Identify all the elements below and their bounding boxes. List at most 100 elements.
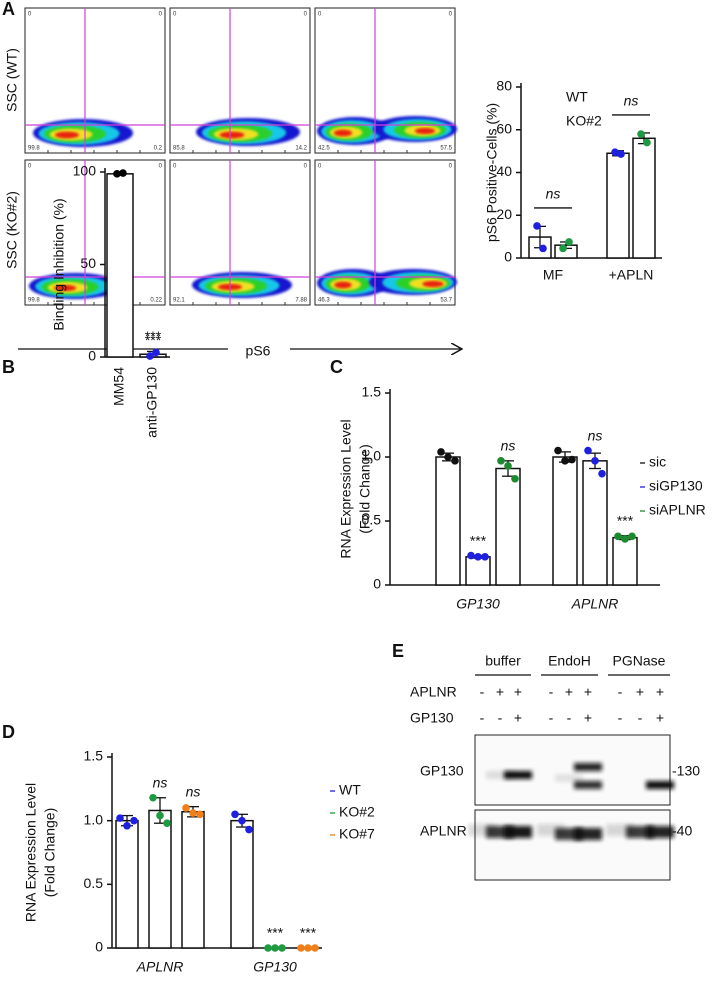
- annotation: ns: [588, 427, 603, 443]
- data-point: [628, 532, 636, 541]
- data-point: [113, 170, 121, 178]
- data-point: [123, 821, 131, 830]
- band: [555, 774, 583, 782]
- annotation: ns: [186, 783, 201, 799]
- data-point: [271, 944, 279, 952]
- annotation: ns: [624, 93, 639, 109]
- treatment-sign: +: [496, 684, 504, 700]
- bar: [181, 811, 205, 949]
- panel-label: D: [2, 722, 15, 742]
- y-tick-label: 40: [496, 163, 512, 179]
- density: [55, 131, 79, 139]
- annotation: ***: [267, 925, 284, 941]
- y-tick-label: 1.0: [362, 448, 382, 464]
- data-point: [598, 469, 606, 478]
- quadrant-value: 0: [28, 164, 32, 170]
- panel-label: A: [2, 0, 15, 19]
- data-point: [533, 222, 541, 230]
- blot-label: GP130: [420, 763, 464, 779]
- data-point: [146, 352, 154, 360]
- y-tick-label: 0: [373, 576, 381, 592]
- data-point: [149, 793, 157, 802]
- data-point: [437, 448, 445, 456]
- band: [646, 781, 674, 789]
- size-marker: -40: [672, 823, 692, 839]
- data-point: [617, 150, 625, 158]
- legend-label: WT: [339, 782, 361, 798]
- band: [504, 771, 532, 779]
- treatment-label: APLNR: [410, 684, 457, 700]
- treatment-sign: -: [480, 710, 485, 726]
- y-tick-label: 1.5: [84, 748, 104, 764]
- data-point: [539, 244, 547, 253]
- treatment-sign: +: [636, 684, 644, 700]
- bar: [612, 536, 638, 586]
- y-tick-label: 100: [73, 163, 97, 179]
- quadrant-value: 0: [28, 12, 32, 18]
- x-tick-label: GP130: [456, 596, 500, 612]
- data-point: [643, 138, 651, 147]
- treatment-sign: +: [656, 684, 664, 700]
- blot-frame: [474, 734, 671, 806]
- size-marker: -130: [672, 763, 700, 779]
- lane-group: EndoH: [548, 653, 591, 669]
- y-axis-label: (Fold Change): [42, 808, 58, 898]
- data-point: [481, 553, 489, 561]
- blot-frame: [474, 809, 671, 881]
- data-point: [297, 944, 305, 952]
- x-tick-label: anti-GP130: [144, 367, 160, 438]
- band: [468, 824, 496, 836]
- annotation: ***: [470, 532, 487, 548]
- band: [646, 826, 674, 838]
- data-point: [565, 238, 573, 246]
- data-point: [568, 455, 576, 464]
- quadrant-value: 0: [318, 164, 322, 170]
- quadrant-value: 0: [159, 164, 163, 170]
- x-tick-label: APLNR: [136, 959, 184, 975]
- bar: [435, 456, 461, 586]
- y-tick-label: 80: [496, 78, 512, 94]
- band: [504, 826, 532, 838]
- data-point: [238, 816, 246, 825]
- legend-label: KO#2: [566, 113, 602, 129]
- legend-label: KO#2: [339, 804, 375, 820]
- data-point: [116, 814, 124, 822]
- legend-label: siGP130: [649, 478, 703, 494]
- data-point: [182, 804, 190, 812]
- density: [219, 131, 245, 139]
- data-point: [451, 457, 459, 465]
- quadrant-value: 0: [449, 164, 453, 170]
- y-axis-label: (Fold Change): [357, 444, 373, 534]
- row-label: SSC (WT): [4, 48, 20, 112]
- density: [333, 129, 353, 137]
- lane-group: PGNase: [613, 653, 666, 669]
- bar: [115, 819, 139, 949]
- y-tick-label: 0: [504, 249, 512, 265]
- quadrant-value: 7.88: [295, 298, 307, 304]
- quadrant-value: 99.8: [28, 146, 40, 152]
- data-point: [504, 462, 512, 470]
- y-axis-label: Binding Inhibition (%): [51, 198, 67, 330]
- y-tick-label: 50: [80, 255, 96, 271]
- treatment-sign: -: [480, 684, 485, 700]
- data-point: [444, 453, 452, 461]
- panel-label: E: [392, 641, 404, 661]
- data-point: [591, 457, 599, 465]
- data-point: [278, 944, 286, 952]
- quadrant-value: 46.3: [318, 298, 330, 304]
- data-point: [637, 130, 645, 138]
- x-axis-label: pS6: [246, 343, 271, 359]
- data-point: [119, 169, 127, 177]
- legend-label: sic: [649, 454, 666, 470]
- density: [414, 127, 436, 135]
- x-tick-label: APLNR: [571, 596, 619, 612]
- bar: [606, 152, 630, 259]
- data-point: [584, 446, 592, 455]
- y-tick-label: 20: [496, 206, 512, 222]
- treatment-sign: -: [567, 710, 572, 726]
- treatment-sign: -: [549, 684, 554, 700]
- annotation: ns: [153, 774, 168, 790]
- annotation: ***: [300, 925, 317, 941]
- data-point: [614, 532, 622, 541]
